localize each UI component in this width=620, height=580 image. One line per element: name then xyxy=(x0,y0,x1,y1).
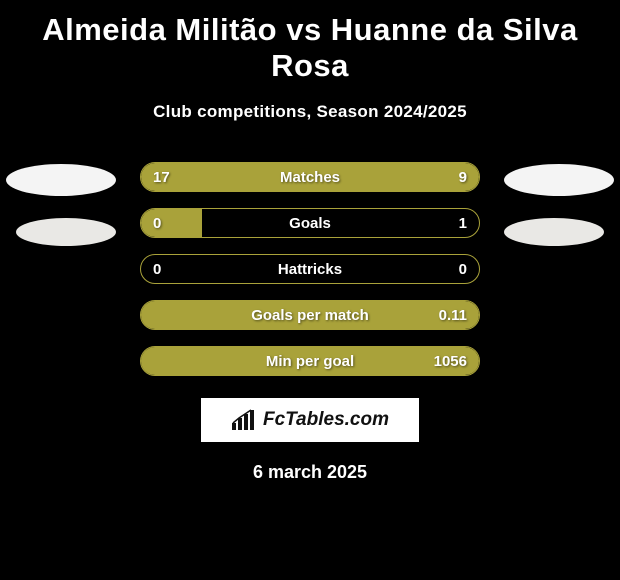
stat-rows: 17Matches90Goals10Hattricks0Goals per ma… xyxy=(140,162,480,376)
stat-value-right: 1 xyxy=(459,209,467,237)
comparison-chart: 17Matches90Goals10Hattricks0Goals per ma… xyxy=(0,162,620,376)
stat-value-right: 1056 xyxy=(434,347,467,375)
stat-value-right: 0 xyxy=(459,255,467,283)
stat-row: Min per goal1056 xyxy=(140,346,480,376)
fctables-logo: FcTables.com xyxy=(201,398,419,442)
player-right-photo-placeholder xyxy=(504,164,614,196)
player-right-team-logo-placeholder xyxy=(504,218,604,246)
stat-row: 17Matches9 xyxy=(140,162,480,192)
stat-label: Goals xyxy=(141,209,479,237)
stat-value-right: 0.11 xyxy=(439,301,467,329)
stat-value-right: 9 xyxy=(459,163,467,191)
stat-label: Matches xyxy=(141,163,479,191)
player-left-team-logo-placeholder xyxy=(16,218,116,246)
page: Almeida Militão vs Huanne da Silva Rosa … xyxy=(0,0,620,580)
stat-row: 0Hattricks0 xyxy=(140,254,480,284)
stat-row: 0Goals1 xyxy=(140,208,480,238)
stat-label: Min per goal xyxy=(141,347,479,375)
player-left-photo-placeholder xyxy=(6,164,116,196)
stat-row: Goals per match0.11 xyxy=(140,300,480,330)
generated-date: 6 march 2025 xyxy=(0,462,620,483)
logo-text: FcTables.com xyxy=(263,409,389,431)
stat-label: Goals per match xyxy=(141,301,479,329)
page-title: Almeida Militão vs Huanne da Silva Rosa xyxy=(0,0,620,84)
bars-icon xyxy=(231,409,257,431)
page-subtitle: Club competitions, Season 2024/2025 xyxy=(0,102,620,122)
stat-label: Hattricks xyxy=(141,255,479,283)
